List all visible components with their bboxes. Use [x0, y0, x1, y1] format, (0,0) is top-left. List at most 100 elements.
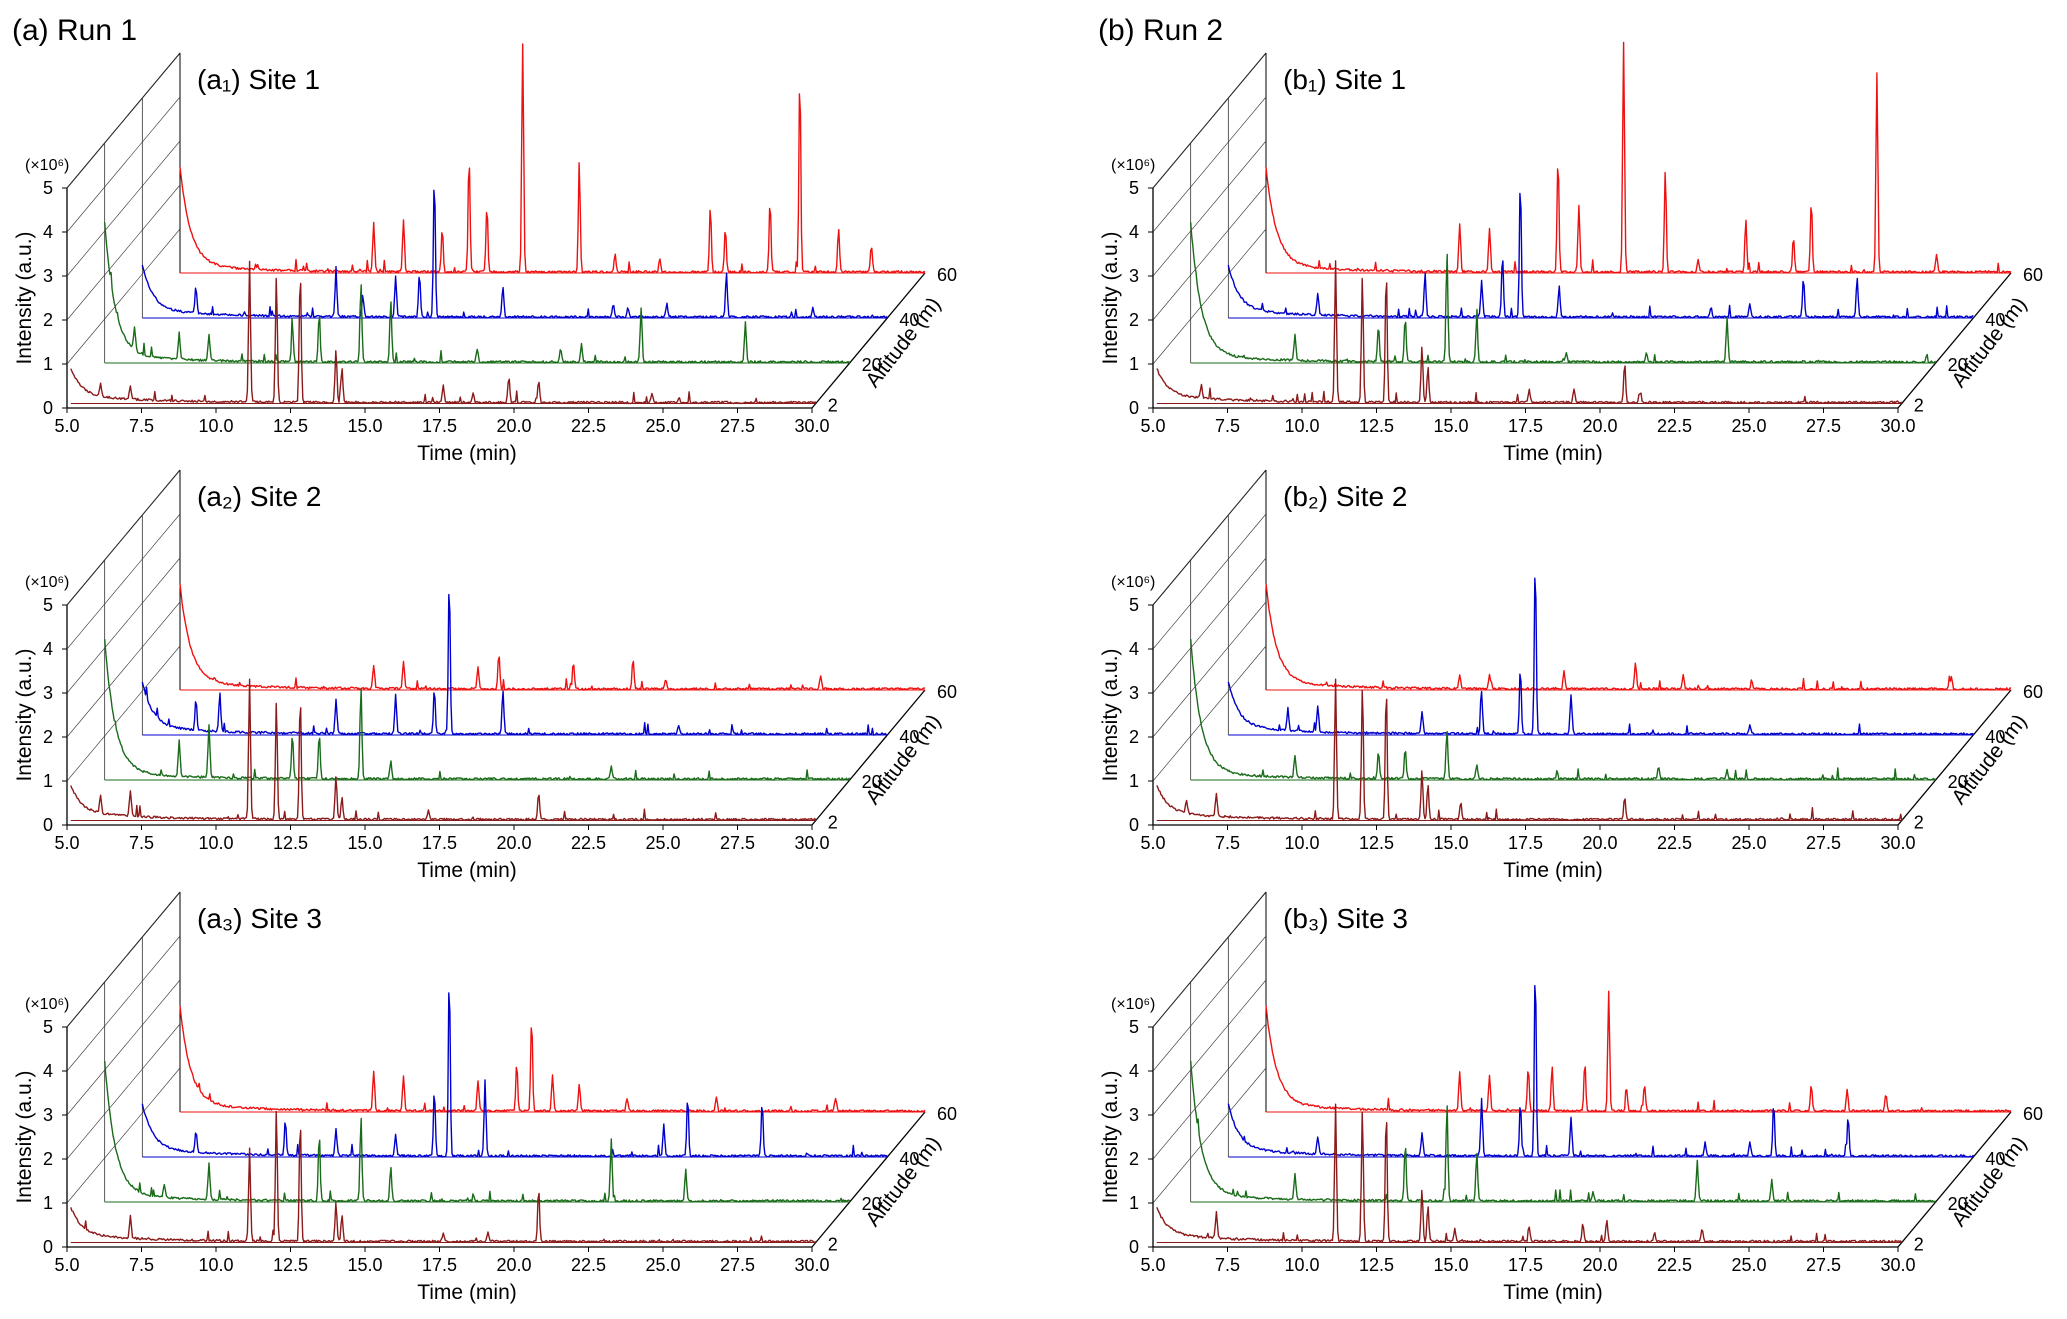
wall-diagonal: [66, 935, 181, 1072]
chart-panel-a3: 5.0 7.5 10.0 12.5 15.0 17.5 20.0 22.5 25.0 27.5 30…: [13, 891, 957, 1304]
wall-diagonal: [1152, 891, 1267, 1028]
z-axis-label: Altitude (m): [1947, 710, 2031, 809]
y-tick-label: 4: [1129, 639, 1139, 659]
x-tick-label: 12.5: [1359, 1255, 1394, 1275]
series-line-2m: [70, 1110, 817, 1244]
y-axis-label: Intensity (a.u.): [13, 231, 36, 364]
x-tick-label: 17.5: [422, 416, 457, 436]
series-line-40m: [1227, 192, 1974, 319]
x-tick-label: 20.0: [496, 1255, 531, 1275]
y-tick-label: 2: [1129, 1149, 1139, 1169]
series-line-20m: [104, 639, 851, 781]
y-tick-label: 0: [1129, 398, 1139, 418]
wall-diagonal: [1152, 645, 1267, 782]
y-axis-label: Intensity (a.u.): [1099, 1070, 1122, 1203]
series-line-2m: [70, 678, 817, 822]
x-tick-label: 7.5: [1215, 1255, 1240, 1275]
x-tick-label: 15.0: [1433, 1255, 1468, 1275]
x-tick-label: 30.0: [794, 1255, 829, 1275]
y-tick-label: 2: [43, 727, 53, 747]
z-tick-label: 20: [1948, 355, 1968, 375]
x-tick-label: 7.5: [1215, 416, 1240, 436]
z-axis-line: [1897, 689, 2012, 826]
run1-title: (a) Run 1: [12, 14, 137, 47]
x-tick-label: 7.5: [1215, 833, 1240, 853]
y-tick-label: 3: [43, 266, 53, 286]
y-tick-label: 1: [1129, 1193, 1139, 1213]
y-tick-label: 2: [1129, 310, 1139, 330]
x-axis-label: Time (min): [1503, 859, 1603, 882]
chart-panel-b3: 5.0 7.5 10.0 12.5 15.0 17.5 20.0 22.5 25.0 27.5 30…: [1099, 891, 2043, 1304]
x-tick-label: 15.0: [347, 416, 382, 436]
y-tick-label: 0: [43, 1237, 53, 1257]
x-tick-label: 22.5: [571, 833, 606, 853]
y-multiplier: (×10⁶): [25, 574, 69, 591]
z-tick-label: 2: [828, 396, 838, 416]
x-tick-label: 12.5: [273, 1255, 308, 1275]
z-axis-line: [811, 689, 926, 826]
x-tick-label: 10.0: [1284, 1255, 1319, 1275]
wall-diagonal: [66, 96, 181, 233]
z-axis-label: Altitude (m): [861, 1132, 945, 1231]
z-axis-label: Altitude (m): [1947, 1132, 2031, 1231]
x-tick-label: 30.0: [794, 833, 829, 853]
y-tick-label: 5: [1129, 178, 1139, 198]
z-tick-label: 60: [937, 265, 957, 285]
wall-diagonal: [1152, 140, 1267, 277]
z-axis-label: Altitude (m): [861, 293, 945, 392]
panel-subtitle: (b₃) Site 3: [1283, 903, 1408, 934]
x-tick-label: 15.0: [347, 1255, 382, 1275]
y-tick-label: 4: [43, 1061, 53, 1081]
wall-diagonal: [1152, 935, 1267, 1072]
wall-diagonal: [66, 513, 181, 650]
x-tick-label: 5.0: [54, 833, 79, 853]
z-axis-line: [811, 1111, 926, 1248]
run2-title: (b) Run 2: [1098, 14, 1223, 47]
x-tick-label: 30.0: [1880, 416, 1915, 436]
z-tick-label: 60: [2023, 265, 2043, 285]
y-tick-label: 5: [43, 1017, 53, 1037]
x-tick-label: 12.5: [1359, 416, 1394, 436]
series-line-20m: [1190, 639, 1937, 781]
x-axis-label: Time (min): [417, 859, 517, 882]
x-tick-label: 15.0: [347, 833, 382, 853]
wall-diagonal: [1152, 557, 1267, 694]
series-line-40m: [141, 189, 888, 319]
x-tick-label: 27.5: [720, 1255, 755, 1275]
y-axis-label: Intensity (a.u.): [1099, 231, 1122, 364]
x-tick-label: 27.5: [1806, 1255, 1841, 1275]
y-tick-label: 3: [1129, 683, 1139, 703]
y-tick-label: 0: [1129, 1237, 1139, 1257]
z-tick-label: 40: [899, 310, 919, 330]
x-tick-label: 5.0: [1140, 1255, 1165, 1275]
series-line-60m: [179, 583, 926, 691]
wall-diagonal: [1152, 513, 1267, 650]
x-tick-label: 25.0: [1731, 1255, 1766, 1275]
x-tick-label: 7.5: [129, 833, 154, 853]
wall-diagonal: [1152, 228, 1267, 365]
x-tick-label: 10.0: [198, 1255, 233, 1275]
wall-diagonal: [66, 557, 181, 694]
series-line-20m: [1190, 1060, 1936, 1203]
y-tick-label: 3: [43, 1105, 53, 1125]
wall-diagonal: [1152, 52, 1267, 189]
wall-diagonal: [1152, 601, 1267, 738]
x-axis-label: Time (min): [1503, 1281, 1603, 1304]
wall-diagonal: [1152, 979, 1267, 1116]
x-tick-label: 12.5: [273, 416, 308, 436]
wall-diagonal: [1152, 96, 1267, 233]
x-tick-label: 20.0: [496, 416, 531, 436]
z-axis-label: Altitude (m): [1947, 293, 2031, 392]
series-line-40m: [1227, 577, 1974, 736]
wall-diagonal: [66, 979, 181, 1116]
panel-subtitle: (a₃) Site 3: [197, 903, 322, 934]
x-tick-label: 7.5: [129, 1255, 154, 1275]
x-tick-label: 20.0: [1582, 833, 1617, 853]
y-tick-label: 1: [1129, 354, 1139, 374]
z-tick-label: 2: [828, 813, 838, 833]
z-tick-label: 2: [1914, 813, 1924, 833]
series-line-20m: [1190, 222, 1937, 364]
y-tick-label: 0: [43, 815, 53, 835]
chart-panels: 5.0 7.5 10.0 12.5 15.0 17.5 20.0 22.5 25.0 27.5 30…: [13, 41, 2043, 1304]
